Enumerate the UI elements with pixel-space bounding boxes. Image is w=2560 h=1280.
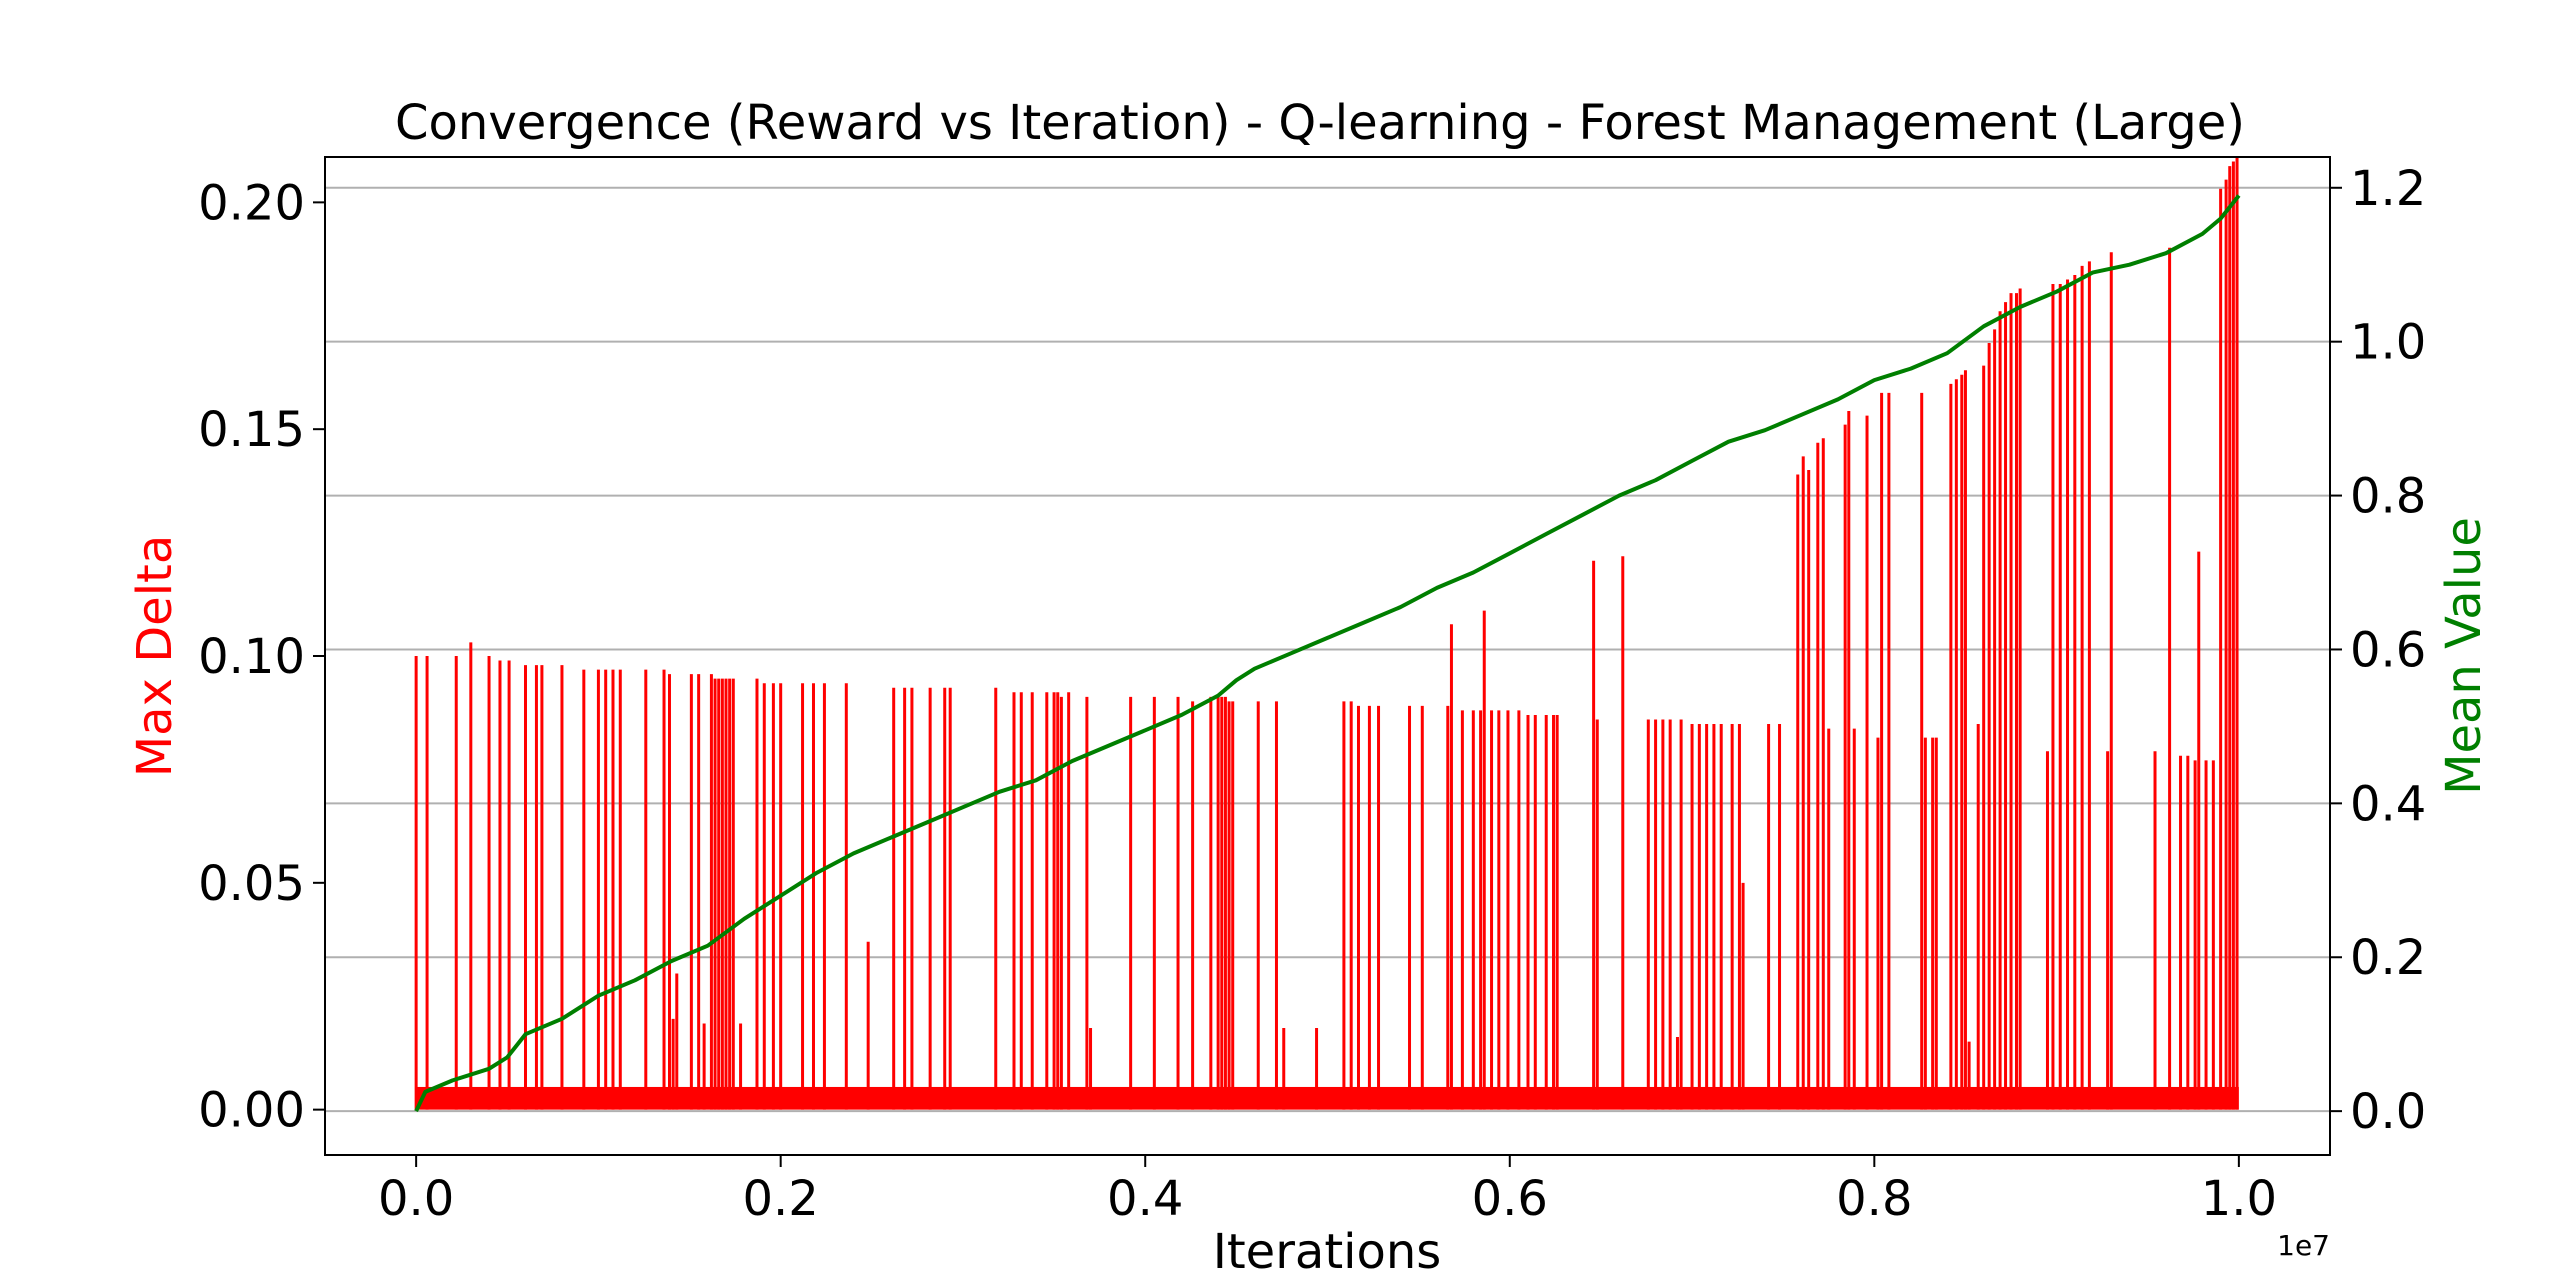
plot-area xyxy=(414,157,2241,1112)
plot-frame xyxy=(324,156,2331,1156)
x-tick-label: 0.8 xyxy=(1836,1171,1912,1227)
y-right-tick-label: 1.2 xyxy=(2350,161,2426,217)
y-right-axis-label: Mean Value xyxy=(2436,517,2492,795)
x-tick-label: 0.6 xyxy=(1472,1171,1548,1227)
chart-title: Convergence (Reward vs Iteration) - Q-le… xyxy=(395,95,2245,151)
y-right-tick-label: 1.0 xyxy=(2350,315,2426,371)
x-tick-label: 0.0 xyxy=(378,1171,454,1227)
max-delta-baseline-band xyxy=(416,1086,2239,1110)
x-axis-label: Iterations xyxy=(1213,1224,1442,1280)
y-left-tick-label: 0.00 xyxy=(198,1083,305,1139)
mean-value-line xyxy=(414,194,2241,1112)
y-left-axis-label: Max Delta xyxy=(127,535,183,778)
y-right-tick-label: 0.6 xyxy=(2350,622,2426,678)
axes: 0.0 0.2 0.4 0.6 0.8 1.0 0.00 0.05 0.10 0.15 0.20 0.… xyxy=(198,161,2426,1227)
y-left-tick-label: 0.15 xyxy=(198,402,305,458)
y-left-tick-label: 0.10 xyxy=(198,629,305,685)
x-tick-label: 0.2 xyxy=(743,1171,819,1227)
y-left-tick-label: 0.20 xyxy=(198,175,305,231)
y-right-tick-label: 0.8 xyxy=(2350,469,2426,525)
y-right-tick-label: 0.2 xyxy=(2350,930,2426,986)
y-right-tick-label: 0.0 xyxy=(2350,1084,2426,1140)
y-left-tick-label: 0.05 xyxy=(198,856,305,912)
grid-lines xyxy=(325,186,2330,1113)
y-right-tick-label: 0.4 xyxy=(2350,776,2426,832)
x-tick-label: 1.0 xyxy=(2201,1171,2277,1227)
x-tick-label: 0.4 xyxy=(1107,1171,1183,1227)
x-axis-offset-label: 1e7 xyxy=(2277,1229,2330,1262)
